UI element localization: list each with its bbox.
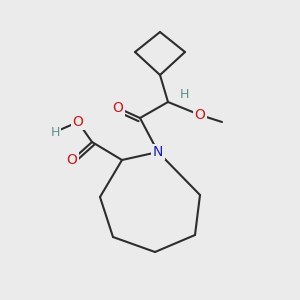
Text: O: O [195, 108, 206, 122]
Text: O: O [67, 153, 77, 167]
Text: O: O [73, 115, 83, 129]
Text: N: N [153, 145, 163, 159]
Text: H: H [50, 125, 60, 139]
Text: H: H [179, 88, 189, 100]
Text: O: O [112, 101, 123, 115]
